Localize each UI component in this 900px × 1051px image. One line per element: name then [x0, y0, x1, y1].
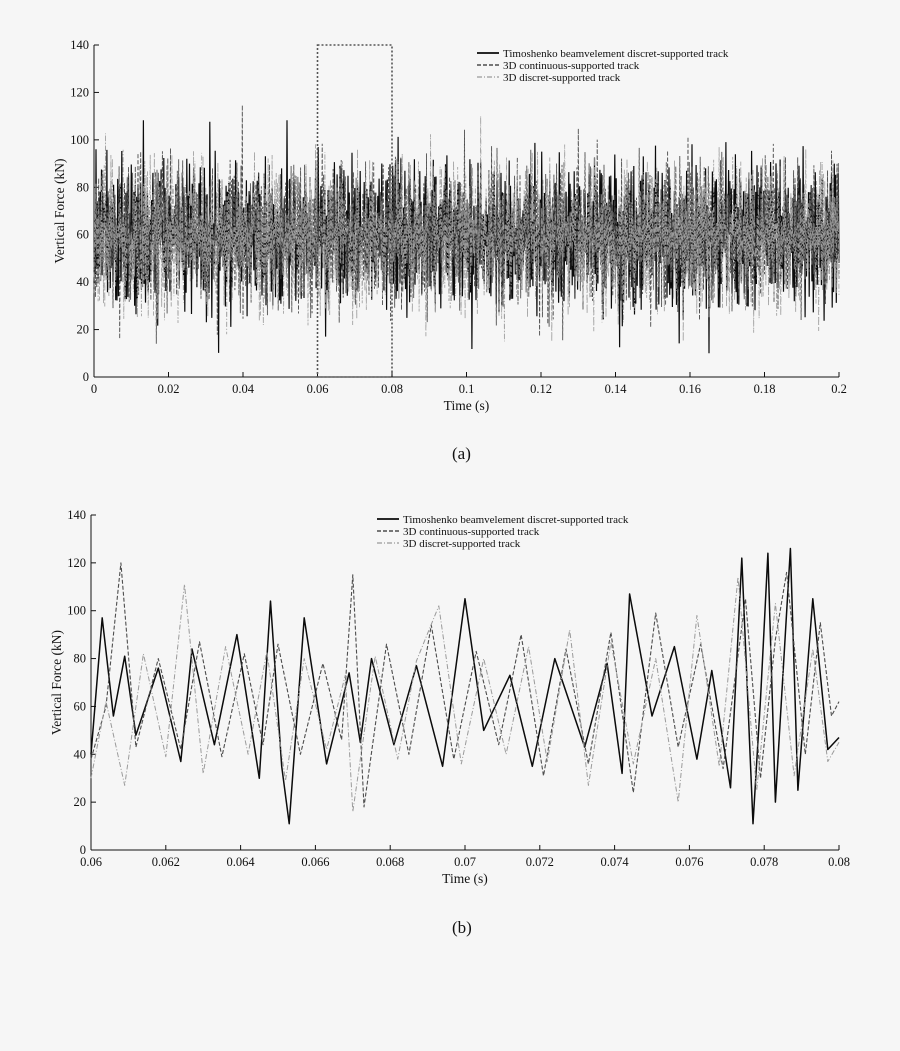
y-tick-label: 120	[70, 85, 89, 99]
x-tick-label: 0.16	[679, 382, 701, 396]
legend-entry: Timoshenko beamvelement discret-supporte…	[503, 48, 729, 60]
x-axis-label: Time (s)	[444, 398, 490, 413]
x-tick-label: 0.076	[675, 855, 703, 869]
x-tick-label: 0	[91, 382, 97, 396]
chart-b: 0.06 0.062 0.064 0.066 0.068 0.07 0.072 0.074 0.…	[49, 508, 850, 886]
x-tick-label: 0.07	[454, 855, 476, 869]
x-tick-label: 0.18	[754, 382, 776, 396]
x-tick-label: 0.1	[459, 382, 475, 396]
y-tick-label: 60	[77, 228, 90, 242]
x-tick-label: 0.068	[376, 855, 404, 869]
legend-entry: 3D continuous-supported track	[403, 526, 540, 538]
legend-background	[474, 46, 794, 84]
x-tick-label: 0.064	[227, 855, 256, 869]
legend-entry: 3D discret-supported track	[503, 72, 621, 84]
x-tick-label: 0.04	[232, 382, 255, 396]
legend-b: Timoshenko beamvelement discret-supporte…	[377, 514, 629, 550]
series-line-2	[90, 562, 840, 808]
y-tick-label: 60	[74, 699, 87, 713]
x-tick-label: 0.078	[750, 855, 778, 869]
x-tick-label: 0.06	[307, 382, 329, 396]
legend-entry: 3D discret-supported track	[403, 538, 521, 550]
chart-a: 0 0.02 0.04 0.06 0.08 0.1 0.12 0.14 0.16 0.18 0.2 0…	[52, 38, 847, 413]
x-tick-label: 0.14	[605, 382, 628, 396]
y-tick-label: 40	[77, 275, 90, 289]
x-tick-label: 0.06	[80, 855, 102, 869]
y-tick-label: 140	[70, 38, 89, 52]
series-line-3	[90, 576, 840, 813]
x-tick-label: 0.08	[381, 382, 403, 396]
y-tick-label: 140	[67, 508, 86, 522]
series-line-1	[90, 547, 840, 825]
x-tick-label: 0.066	[301, 855, 329, 869]
legend-background	[373, 512, 703, 554]
y-tick-label: 80	[74, 652, 87, 666]
y-tick-label: 0	[80, 843, 86, 857]
legend-entry: Timoshenko beamvelement discret-supporte…	[403, 514, 629, 526]
axes-b: 0.06 0.062 0.064 0.066 0.068 0.07 0.072 0.074 0.…	[49, 508, 850, 886]
x-axis-label: Time (s)	[442, 871, 488, 886]
x-tick-label: 0.062	[152, 855, 180, 869]
legend-a: Timoshenko beamvelement discret-supporte…	[477, 48, 729, 84]
y-tick-label: 100	[67, 604, 86, 618]
x-tick-label: 0.08	[828, 855, 850, 869]
x-tick-label: 0.12	[530, 382, 552, 396]
x-tick-label: 0.074	[601, 855, 630, 869]
y-tick-label: 120	[67, 556, 86, 570]
axes-a: 0 0.02 0.04 0.06 0.08 0.1 0.12 0.14 0.16 0.18 0.2 0…	[52, 38, 847, 413]
x-tick-label: 0.072	[526, 855, 554, 869]
panel-label-a: (a)	[452, 444, 471, 463]
y-tick-label: 20	[77, 323, 90, 337]
panel-label-b: (b)	[452, 918, 472, 937]
y-tick-label: 40	[74, 747, 87, 761]
y-axis-label: Vertical Force (kN)	[52, 159, 67, 264]
zoom-region-box	[316, 44, 393, 378]
x-tick-label: 0.02	[158, 382, 180, 396]
y-tick-label: 100	[70, 133, 89, 147]
y-tick-label: 0	[83, 370, 89, 384]
y-axis-label: Vertical Force (kN)	[49, 630, 64, 735]
x-tick-label: 0.2	[831, 382, 847, 396]
y-tick-label: 20	[74, 795, 87, 809]
legend-entry: 3D continuous-supported track	[503, 60, 640, 72]
y-tick-label: 80	[77, 180, 90, 194]
